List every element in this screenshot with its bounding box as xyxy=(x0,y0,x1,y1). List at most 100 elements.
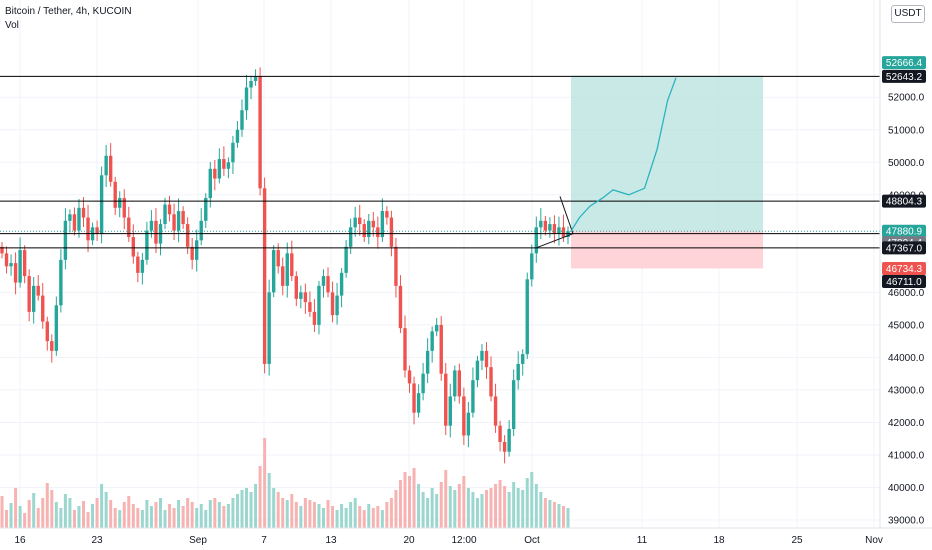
volume-bar xyxy=(91,504,94,528)
volume-bar xyxy=(544,498,547,528)
volume-bar xyxy=(41,498,44,528)
candle-body xyxy=(335,296,338,316)
volume-bar xyxy=(494,484,497,528)
volume-bar xyxy=(55,502,58,528)
candle-body xyxy=(37,286,40,296)
volume-bar xyxy=(340,504,343,528)
price-label-level: 46711.0 xyxy=(886,277,922,288)
candle-body xyxy=(163,205,166,225)
candle-body xyxy=(530,253,533,279)
candle-body xyxy=(295,276,298,299)
candle-body xyxy=(440,325,443,374)
volume-bar xyxy=(367,504,370,528)
x-tick-label: 12:00 xyxy=(451,535,476,546)
volume-bar xyxy=(417,484,420,528)
volume-bar xyxy=(105,492,108,528)
candle-body xyxy=(503,442,506,452)
volume-bar xyxy=(308,500,311,528)
candle-body xyxy=(381,211,384,237)
volume-bar xyxy=(222,506,225,528)
volume-bar xyxy=(476,498,479,528)
volume-label[interactable]: Vol xyxy=(5,19,132,33)
candle-body xyxy=(417,393,420,413)
volume-bar xyxy=(118,510,121,528)
volume-bar xyxy=(250,492,253,528)
volume-bar xyxy=(154,502,157,528)
candle-body xyxy=(50,341,53,351)
volume-bar xyxy=(245,488,248,528)
y-tick-label: 45000.0 xyxy=(888,320,925,331)
candle-body xyxy=(172,214,175,230)
volume-bar xyxy=(64,494,67,528)
volume-bar xyxy=(286,500,289,528)
volume-bar xyxy=(182,506,185,528)
volume-bar xyxy=(23,513,26,528)
candle-body xyxy=(200,221,203,241)
volume-bar xyxy=(480,494,483,528)
candle-body xyxy=(462,396,465,435)
y-tick-label: 51000.0 xyxy=(888,125,925,136)
candle-body xyxy=(290,253,293,276)
candle-body xyxy=(9,263,12,266)
volume-bar xyxy=(37,508,40,528)
candle-body xyxy=(539,221,542,228)
candle-body xyxy=(471,380,474,413)
candle-body xyxy=(340,273,343,296)
volume-bar xyxy=(159,498,162,528)
y-tick-label: 46000.0 xyxy=(888,288,925,299)
volume-bar xyxy=(114,508,117,528)
x-tick-label: Sep xyxy=(189,535,207,546)
volume-bar xyxy=(200,504,203,528)
volume-bar xyxy=(440,482,443,528)
symbol-title[interactable]: Bitcoin / Tether, 4h, KUCOIN xyxy=(5,5,132,19)
candle-body xyxy=(86,218,89,241)
volume-bar xyxy=(535,484,538,528)
currency-button[interactable]: USDT xyxy=(891,5,925,23)
volume-bar xyxy=(322,508,325,528)
volume-bar xyxy=(521,490,524,528)
y-tick-label: 52000.0 xyxy=(888,93,925,104)
volume-bar xyxy=(390,498,393,528)
x-tick-label: 7 xyxy=(261,535,267,546)
volume-bar xyxy=(313,502,316,528)
volume-bar xyxy=(281,498,284,528)
volume-bar xyxy=(168,504,171,528)
volume-bar xyxy=(173,508,176,528)
volume-bar xyxy=(96,498,99,528)
volume-bar xyxy=(399,480,402,528)
candle-body xyxy=(494,396,497,425)
candle-body xyxy=(195,240,198,260)
volume-bar xyxy=(218,502,221,528)
volume-bar xyxy=(349,502,352,528)
volume-bar xyxy=(50,490,53,528)
candle-body xyxy=(372,221,375,228)
volume-bar xyxy=(490,488,493,528)
volume-bar xyxy=(327,500,330,528)
x-tick-label: 13 xyxy=(325,535,337,546)
candle-body xyxy=(430,331,433,351)
volume-bar xyxy=(453,490,456,528)
volume-bar xyxy=(145,500,148,528)
volume-bar xyxy=(458,484,461,528)
candle-body xyxy=(286,253,289,286)
volume-bar xyxy=(553,502,556,528)
volume-bar xyxy=(59,508,62,528)
candle-body xyxy=(27,276,30,312)
candle-body xyxy=(476,361,479,381)
x-tick-label: 23 xyxy=(91,535,103,546)
candle-body xyxy=(313,312,316,325)
candle-body xyxy=(95,227,98,234)
candle-body xyxy=(231,143,234,163)
volume-bar xyxy=(354,498,357,528)
candle-body xyxy=(109,156,112,182)
candle-body xyxy=(18,250,21,283)
candle-body xyxy=(421,374,424,394)
candle-body xyxy=(557,227,560,234)
volume-bar xyxy=(46,483,49,528)
volume-bar xyxy=(177,500,180,528)
volume-bar xyxy=(503,486,506,528)
candle-body xyxy=(209,169,212,198)
volume-bar xyxy=(408,476,411,528)
candle-body xyxy=(399,286,402,328)
